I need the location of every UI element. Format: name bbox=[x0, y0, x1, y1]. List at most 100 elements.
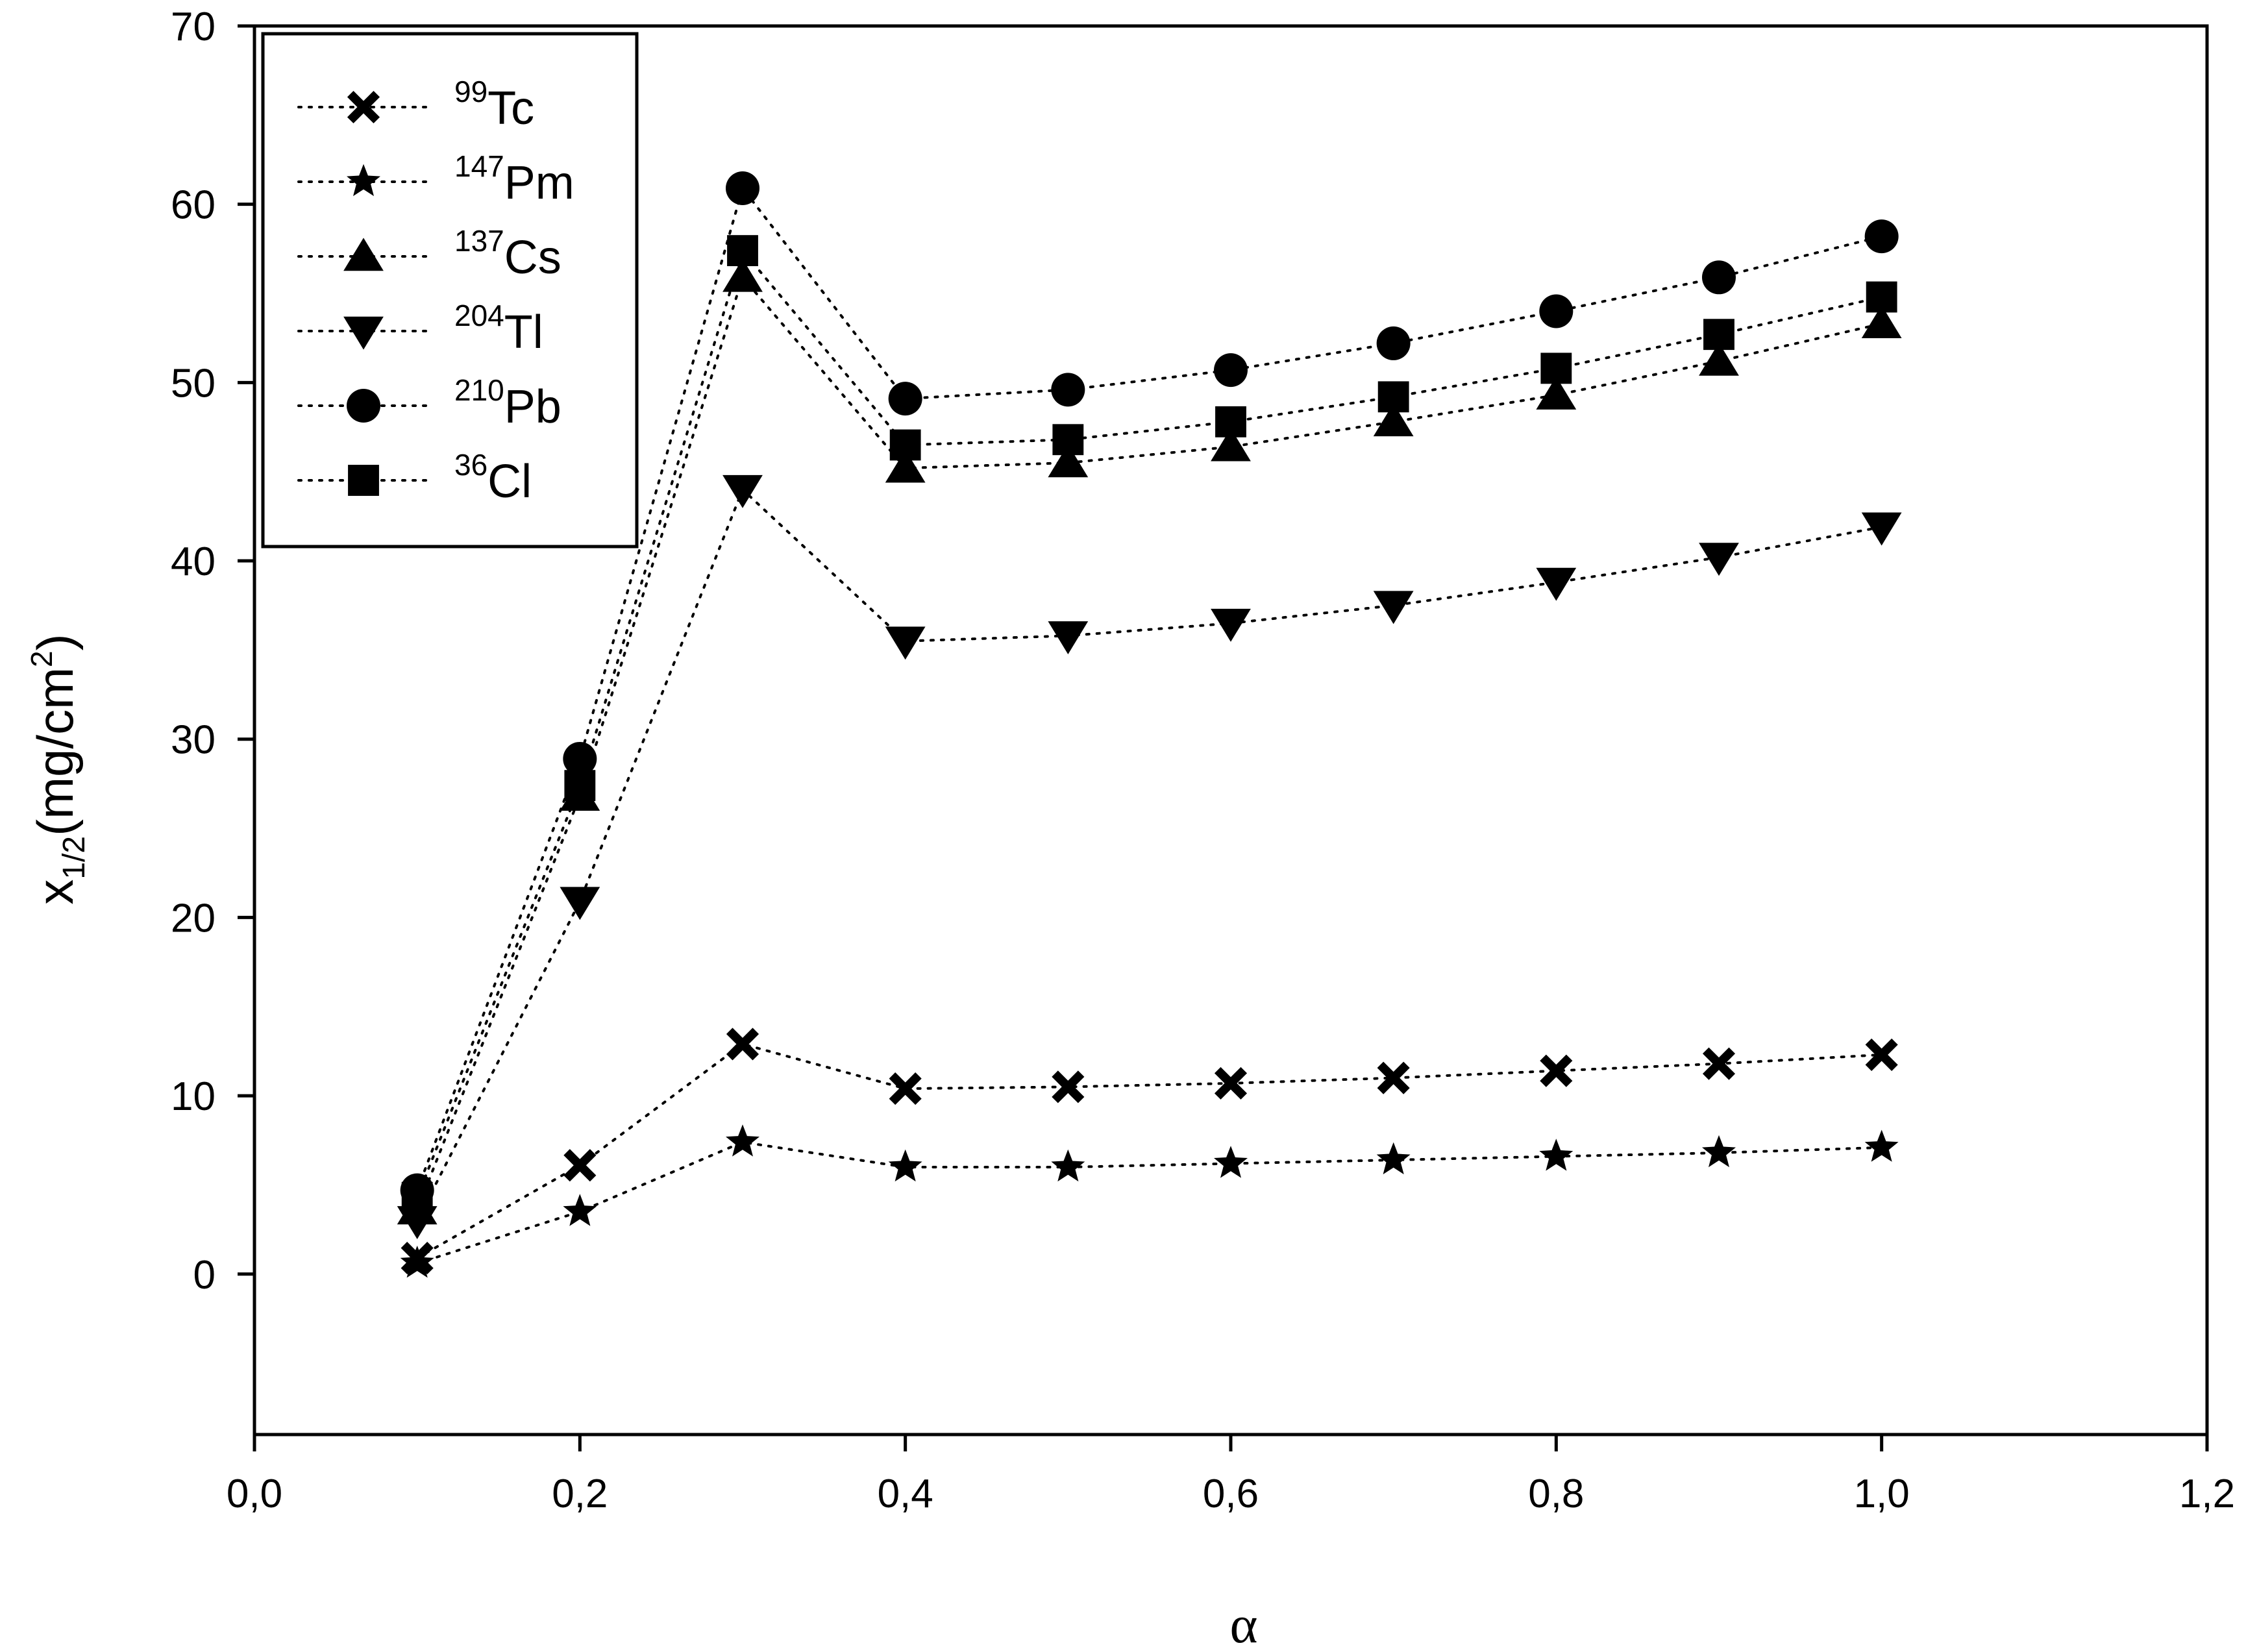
point-pm bbox=[888, 1149, 922, 1182]
point-tc bbox=[726, 1028, 759, 1061]
point-cl bbox=[1866, 281, 1897, 313]
series-layer bbox=[397, 171, 1902, 1278]
point-tl bbox=[1536, 567, 1577, 601]
legend-label-mass: 204 bbox=[454, 299, 504, 332]
point-tc bbox=[563, 1149, 597, 1182]
x-tick-label: 1,0 bbox=[1854, 1472, 1910, 1516]
point-pb bbox=[1051, 373, 1085, 407]
legend-label-symbol: Tl bbox=[504, 306, 543, 358]
point-pb bbox=[563, 741, 597, 776]
point-cs bbox=[1373, 403, 1414, 437]
legend-label-mass: 210 bbox=[454, 373, 504, 407]
legend-marker bbox=[343, 238, 384, 271]
point-pm bbox=[1051, 1149, 1085, 1182]
series-line-tl bbox=[415, 487, 1883, 1222]
legend-marker bbox=[348, 465, 379, 496]
x-tick-label: 1,2 bbox=[2179, 1472, 2235, 1516]
point-tl bbox=[1373, 591, 1414, 624]
point-pb bbox=[726, 171, 759, 205]
point-tl bbox=[722, 475, 763, 508]
legend-label-symbol: Pm bbox=[504, 157, 574, 209]
x-tick-label: 0,0 bbox=[227, 1472, 282, 1516]
legend-label: 137Cs bbox=[454, 224, 562, 284]
y-tick-label: 50 bbox=[171, 361, 216, 406]
point-tc bbox=[1865, 1038, 1898, 1071]
point-tl bbox=[1048, 621, 1089, 655]
point-pm bbox=[400, 1246, 434, 1278]
legend-entry-cs: 137Cs bbox=[297, 224, 562, 284]
point-pb bbox=[1702, 260, 1736, 295]
legend-label: 147Pm bbox=[454, 149, 574, 209]
ticks-layer: 0,0 0,2 0,4 0,6 0,8 1,0 1,2 0 10 20 30 40 50 60 70 bbox=[171, 5, 2235, 1516]
y-tick-label: 60 bbox=[171, 183, 216, 228]
x-axis-label: α bbox=[1230, 1595, 1258, 1652]
point-tl bbox=[560, 887, 600, 920]
legend-frame bbox=[261, 32, 639, 549]
legend-label-mass: 147 bbox=[454, 149, 504, 183]
point-tc bbox=[1214, 1066, 1248, 1100]
x-tick-label: 0,4 bbox=[878, 1472, 933, 1516]
point-pb bbox=[1376, 326, 1411, 360]
x-tick-label: 0,6 bbox=[1203, 1472, 1259, 1516]
legend-label-symbol: Tc bbox=[487, 82, 534, 134]
legend-label-mass: 137 bbox=[454, 224, 504, 258]
y-axis-label: x1/2(mg/cm2) bbox=[25, 634, 92, 904]
point-tl bbox=[397, 1206, 438, 1239]
x-tick-label: 0,2 bbox=[552, 1472, 608, 1516]
point-pb bbox=[1214, 353, 1248, 388]
point-pm bbox=[1539, 1139, 1573, 1171]
series-line-pb bbox=[415, 185, 1883, 1192]
point-cl bbox=[1215, 406, 1246, 438]
series-line-tc bbox=[415, 1042, 1883, 1260]
point-cs bbox=[1536, 376, 1577, 410]
legend-marker bbox=[347, 164, 380, 197]
point-tl bbox=[1211, 608, 1251, 642]
point-cl bbox=[564, 770, 596, 802]
legend-marker bbox=[347, 389, 380, 423]
legend-label-mass: 36 bbox=[454, 448, 487, 482]
point-cs bbox=[1699, 342, 1739, 376]
point-pb bbox=[888, 382, 922, 416]
point-pm bbox=[563, 1194, 597, 1226]
point-tc bbox=[889, 1072, 922, 1105]
point-pm bbox=[1702, 1135, 1736, 1168]
y-tick-label: 40 bbox=[171, 539, 216, 584]
point-tc bbox=[1702, 1047, 1736, 1080]
point-tc bbox=[1540, 1054, 1573, 1087]
y-axis-label-base: x bbox=[27, 880, 84, 905]
legend-entry-tc: 99Tc bbox=[297, 75, 534, 134]
legend: 99Tc 147Pm 137Cs 204Tl 210Pb 36Cl bbox=[261, 32, 639, 549]
point-cl bbox=[1377, 381, 1409, 413]
legend-label: 36Cl bbox=[454, 448, 532, 508]
legend-marker bbox=[347, 90, 380, 124]
x-tick-label: 0,8 bbox=[1528, 1472, 1584, 1516]
point-cl bbox=[1703, 319, 1734, 351]
y-tick-label: 30 bbox=[171, 718, 216, 763]
legend-label-symbol: Cl bbox=[487, 456, 532, 508]
legend-label: 210Pb bbox=[454, 373, 562, 433]
legend-entry-cl: 36Cl bbox=[297, 448, 532, 508]
point-pb bbox=[1539, 294, 1573, 328]
y-axis-label-sub: 1/2 bbox=[57, 836, 92, 880]
point-cl bbox=[1052, 424, 1084, 456]
legend-entry-pb: 210Pb bbox=[297, 373, 562, 433]
legend-entry-tl: 204Tl bbox=[297, 299, 543, 358]
legend-label-mass: 99 bbox=[454, 75, 487, 108]
point-tc bbox=[1052, 1070, 1085, 1103]
point-cs bbox=[722, 258, 763, 292]
y-axis-label-sup: 2 bbox=[25, 650, 58, 667]
point-tl bbox=[1699, 543, 1739, 576]
point-tc bbox=[1377, 1061, 1410, 1094]
legend-items: 99Tc 147Pm 137Cs 204Tl 210Pb 36Cl bbox=[297, 75, 574, 508]
point-cl bbox=[1540, 352, 1572, 384]
point-cl bbox=[401, 1181, 433, 1213]
point-pm bbox=[726, 1124, 759, 1157]
series-line-cs bbox=[415, 275, 1883, 1211]
y-tick-label: 0 bbox=[193, 1253, 216, 1298]
point-pb bbox=[1864, 219, 1899, 254]
point-cl bbox=[889, 429, 921, 461]
point-cs bbox=[1211, 428, 1251, 462]
point-cs bbox=[1048, 444, 1089, 478]
legend-entry-pm: 147Pm bbox=[297, 149, 574, 209]
